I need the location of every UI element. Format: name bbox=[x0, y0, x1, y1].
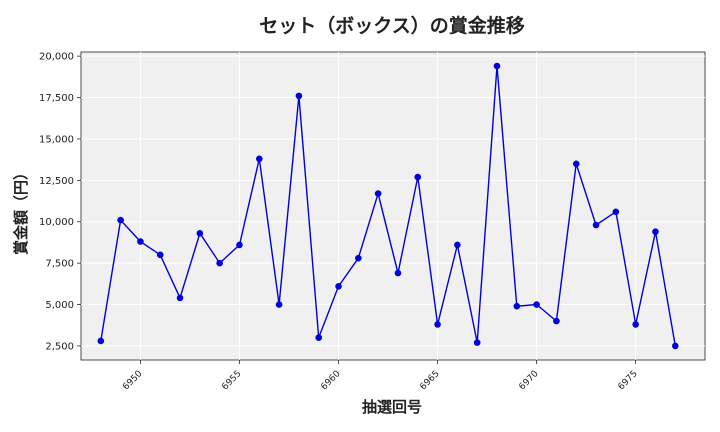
x-tick-label: 6965 bbox=[418, 369, 441, 392]
data-point bbox=[156, 251, 164, 259]
y-tick-label: 12,500 bbox=[39, 176, 74, 187]
data-point bbox=[216, 259, 223, 267]
data-point bbox=[414, 173, 422, 181]
x-tick-label: 6975 bbox=[617, 369, 640, 392]
data-point bbox=[454, 241, 461, 249]
data-point bbox=[533, 301, 540, 308]
data-point bbox=[355, 254, 362, 262]
data-point bbox=[572, 160, 580, 168]
x-tick-label: 6960 bbox=[319, 369, 342, 392]
data-point bbox=[176, 294, 184, 302]
plot-area bbox=[80, 51, 706, 361]
data-point bbox=[473, 339, 481, 346]
x-tick-label: 6955 bbox=[220, 369, 243, 392]
data-point bbox=[592, 221, 600, 229]
y-tick-label: 10,000 bbox=[39, 217, 74, 228]
data-point bbox=[434, 321, 441, 328]
data-point bbox=[236, 241, 243, 249]
series-line bbox=[100, 66, 676, 347]
y-tick-label: 5,000 bbox=[45, 300, 74, 311]
data-point bbox=[632, 321, 639, 328]
y-tick-label: 2,500 bbox=[45, 341, 74, 352]
data-point bbox=[652, 228, 659, 235]
data-point bbox=[315, 334, 323, 341]
y-tick-label: 20,000 bbox=[39, 52, 74, 63]
y-tick-label: 17,500 bbox=[39, 93, 74, 104]
grid bbox=[81, 52, 705, 360]
data-point bbox=[335, 283, 342, 290]
data-point bbox=[97, 337, 105, 345]
data-point bbox=[671, 342, 679, 350]
y-axis-label: 賞金額（円） bbox=[12, 165, 30, 255]
data-point bbox=[255, 155, 263, 163]
y-tick-label: 15,000 bbox=[39, 134, 74, 145]
data-point bbox=[513, 302, 521, 310]
data-point bbox=[117, 216, 124, 224]
y-tick-label: 7,500 bbox=[45, 259, 74, 270]
x-tick-label: 6950 bbox=[121, 369, 144, 392]
data-point bbox=[275, 301, 283, 308]
data-point bbox=[374, 190, 382, 197]
data-point bbox=[196, 230, 204, 237]
x-tick-label: 6970 bbox=[517, 369, 540, 392]
data-point bbox=[553, 317, 560, 325]
data-point bbox=[295, 92, 303, 100]
data-points bbox=[97, 62, 679, 350]
series-line-layer bbox=[100, 66, 676, 347]
x-axis-label: 抽選回号 bbox=[362, 398, 422, 416]
data-point bbox=[394, 269, 402, 277]
data-point bbox=[612, 208, 620, 216]
data-point bbox=[493, 62, 501, 70]
chart-title: セット（ボックス）の賞金推移 bbox=[259, 14, 524, 37]
data-point bbox=[137, 238, 144, 245]
